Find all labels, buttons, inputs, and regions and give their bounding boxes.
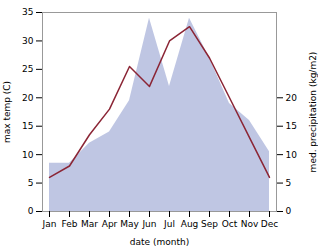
svg-text:10: 10	[22, 150, 34, 160]
svg-text:May: May	[120, 219, 139, 229]
svg-text:Feb: Feb	[62, 219, 78, 229]
svg-text:Sep: Sep	[201, 219, 218, 229]
svg-text:0: 0	[286, 206, 292, 216]
svg-text:med. precipitation (kg/m2): med. precipitation (kg/m2)	[308, 52, 318, 173]
svg-text:Nov: Nov	[241, 219, 259, 229]
svg-text:35: 35	[22, 7, 33, 17]
svg-text:0: 0	[28, 206, 34, 216]
svg-text:Aug: Aug	[181, 219, 199, 229]
svg-text:20: 20	[22, 93, 34, 103]
svg-text:20: 20	[286, 93, 298, 103]
svg-text:15: 15	[22, 121, 33, 131]
svg-text:30: 30	[22, 36, 34, 46]
svg-text:Jun: Jun	[141, 219, 156, 229]
svg-text:Jan: Jan	[42, 219, 57, 229]
svg-text:5: 5	[286, 178, 292, 188]
svg-text:Dec: Dec	[261, 219, 278, 229]
svg-text:Oct: Oct	[222, 219, 238, 229]
svg-text:15: 15	[286, 121, 297, 131]
svg-text:Apr: Apr	[102, 219, 118, 229]
svg-text:max temp (C): max temp (C)	[2, 81, 12, 143]
svg-text:date (month): date (month)	[130, 237, 189, 247]
svg-text:Mar: Mar	[81, 219, 98, 229]
svg-text:25: 25	[22, 64, 33, 74]
svg-text:5: 5	[28, 178, 34, 188]
svg-text:Jul: Jul	[163, 219, 175, 229]
svg-text:10: 10	[286, 150, 298, 160]
